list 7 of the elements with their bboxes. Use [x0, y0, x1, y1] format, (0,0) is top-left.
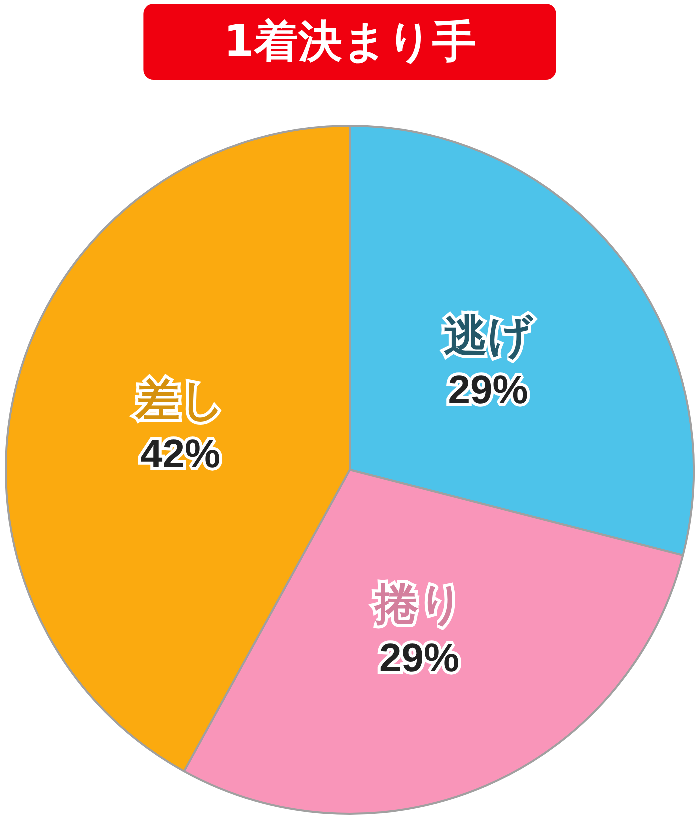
data-label: 29%: [448, 368, 528, 413]
data-label: 29%: [379, 636, 460, 681]
data-label: 42%: [140, 432, 221, 476]
slice-label: 差し: [135, 374, 225, 426]
slice-label: 逃げ: [444, 311, 534, 362]
slice-label: 捲り: [373, 579, 464, 630]
chart-title: 1着決まり手: [224, 16, 476, 68]
